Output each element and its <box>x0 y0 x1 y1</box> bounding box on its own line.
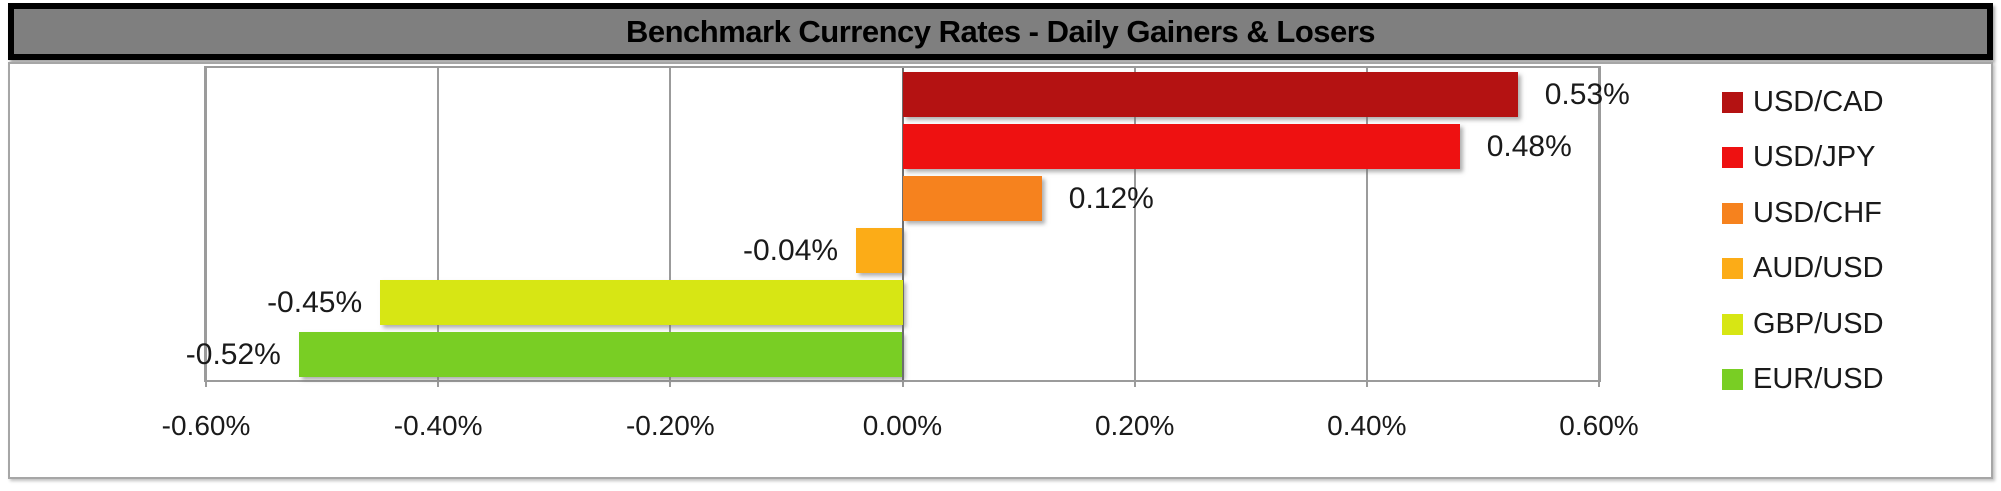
bar-value-label: -0.04% <box>743 234 839 267</box>
axis-tick <box>901 380 904 387</box>
chart-area: 0.53% 0.48% 0.12% -0.04% -0.45% -0.52% -0.60%… <box>8 62 1993 479</box>
chart-title-bar: Benchmark Currency Rates - Daily Gainers… <box>8 3 1993 60</box>
axis-tick <box>1365 380 1368 387</box>
axis-tick <box>205 380 207 387</box>
bar-usd-chf <box>902 176 1042 221</box>
legend-label: GBP/USD <box>1753 307 1884 340</box>
legend-label: USD/CAD <box>1753 85 1884 118</box>
axis-tick <box>1598 380 1600 387</box>
legend-label: USD/CHF <box>1753 196 1882 229</box>
legend-swatch-icon <box>1722 313 1743 335</box>
legend-item-usd-jpy: USD/JPY <box>1722 141 1884 175</box>
gridline <box>437 68 440 380</box>
x-tick-label: 0.40% <box>1327 410 1407 441</box>
bar-eur-usd <box>298 332 903 377</box>
axis-tick <box>437 380 440 387</box>
plot-area: 0.53% 0.48% 0.12% -0.04% -0.45% -0.52% <box>186 66 1630 387</box>
legend-item-usd-chf: USD/CHF <box>1722 196 1884 230</box>
zero-axis-line <box>901 68 904 380</box>
axis-tick <box>669 380 672 387</box>
gridline <box>1365 68 1368 380</box>
bar-usd-cad <box>902 72 1518 117</box>
bar-gbp-usd <box>380 280 903 325</box>
legend-item-eur-usd: EUR/USD <box>1722 363 1884 397</box>
bar-value-label: -0.45% <box>267 286 363 319</box>
x-tick-label: -0.40% <box>393 410 483 441</box>
gridline <box>1133 68 1136 380</box>
legend-label: AUD/USD <box>1753 252 1884 285</box>
x-tick-label: 0.00% <box>862 410 943 441</box>
x-tick-label: -0.20% <box>625 410 715 441</box>
bar-value-label: 0.53% <box>1544 78 1630 111</box>
gridline <box>669 68 672 380</box>
legend-swatch-icon <box>1722 258 1743 280</box>
chart-title: Benchmark Currency Rates - Daily Gainers… <box>625 13 1376 49</box>
legend-label: EUR/USD <box>1753 363 1884 396</box>
bar-value-label: -0.52% <box>185 338 281 371</box>
x-tick-label: -0.60% <box>161 410 251 441</box>
bar-usd-jpy <box>902 124 1460 169</box>
gridline <box>205 68 207 380</box>
legend-label: USD/JPY <box>1753 141 1876 174</box>
x-tick-label: 0.60% <box>1559 410 1639 441</box>
bar-value-label: 0.48% <box>1486 130 1572 163</box>
gridline <box>1598 68 1600 380</box>
bar-value-label: 0.12% <box>1068 182 1154 215</box>
legend-swatch-icon <box>1722 369 1743 391</box>
legend-swatch-icon <box>1722 202 1743 224</box>
legend-swatch-icon <box>1722 147 1743 169</box>
axis-tick <box>1133 380 1136 387</box>
legend-item-usd-cad: USD/CAD <box>1722 85 1884 119</box>
legend: USD/CAD USD/JPY USD/CHF AUD/USD GBP/USD EUR/U… <box>1722 85 1884 419</box>
legend-item-aud-usd: AUD/USD <box>1722 252 1884 286</box>
x-tick-label: 0.20% <box>1094 410 1175 441</box>
bar-aud-usd <box>856 228 903 273</box>
legend-swatch-icon <box>1722 91 1743 113</box>
legend-item-gbp-usd: GBP/USD <box>1722 307 1884 341</box>
